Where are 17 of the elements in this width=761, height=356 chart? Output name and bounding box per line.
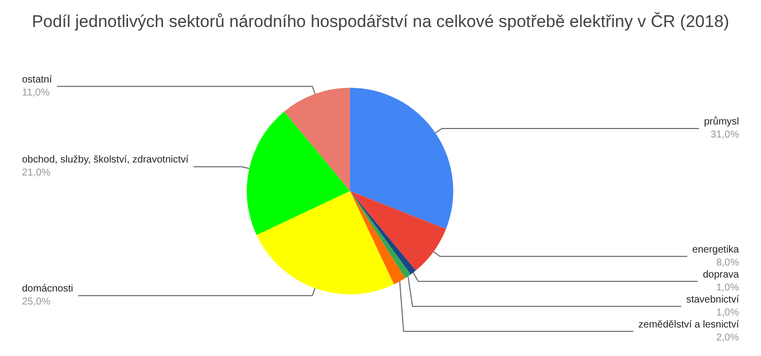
data-label: 31,0% xyxy=(710,129,740,140)
slice-label: ostatní xyxy=(22,74,52,86)
data-label: 8,0% xyxy=(716,257,740,268)
slice-label: stavebnictví xyxy=(686,294,740,306)
data-label: 1,0% xyxy=(716,307,740,318)
data-label: 2,0% xyxy=(716,332,740,344)
data-label: 25,0% xyxy=(22,296,50,308)
chart-title: Podíl jednotlivých sektorů národního hospodářství na celkové spotřebě elektřiny v ČR (2018) xyxy=(32,12,730,31)
data-label: 1,0% xyxy=(716,282,740,294)
slice-label: průmysl xyxy=(704,115,739,128)
slice-label: domácnosti xyxy=(22,284,74,295)
slice-label: zemědělství a lesnictví xyxy=(638,319,740,330)
slice-label: energetika xyxy=(692,244,740,256)
slice-label: doprava xyxy=(702,269,740,280)
data-label: 21,0% xyxy=(22,168,50,179)
slice-label: obchod, služby, školství, zdravotnictví xyxy=(22,154,189,166)
data-label: 11,0% xyxy=(22,87,50,98)
